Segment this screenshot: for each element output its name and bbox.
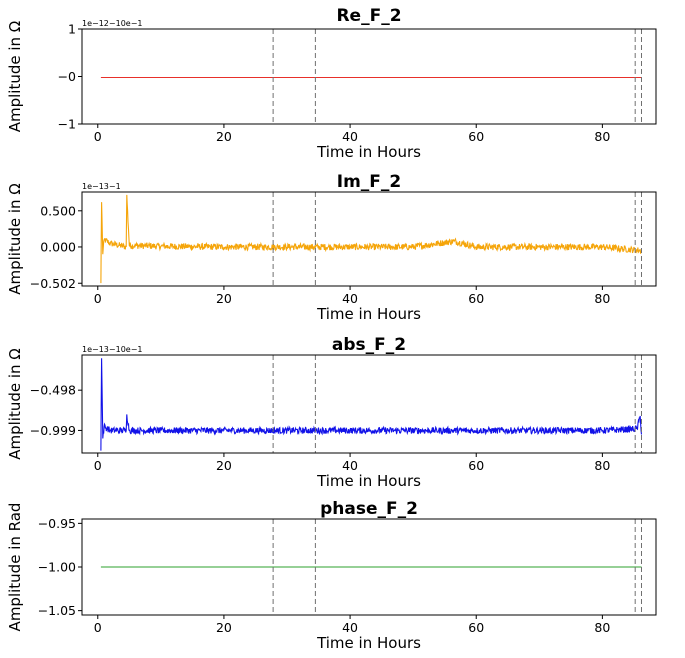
axes-frame bbox=[81, 354, 657, 454]
axes-frame bbox=[81, 191, 657, 287]
y-tick-label: 0.000 bbox=[40, 239, 76, 254]
x-tick-label: 60 bbox=[468, 291, 484, 306]
y-tick-label: −1.00 bbox=[38, 560, 76, 575]
y-tick-label: −0.502 bbox=[30, 276, 76, 291]
plot-area bbox=[100, 358, 643, 451]
x-tick-label: 80 bbox=[594, 291, 610, 306]
y-tick-label: 1 bbox=[68, 22, 76, 37]
y-tick-label: −1 bbox=[58, 117, 76, 132]
x-tick-label: 0 bbox=[94, 458, 102, 473]
x-tick-label: 40 bbox=[342, 620, 358, 635]
panel-im-f-2: Im_F_2 Time in Hours Amplitude in Ω 1e−1… bbox=[6, 172, 657, 323]
series-line bbox=[100, 358, 643, 451]
x-tick-label: 80 bbox=[594, 620, 610, 635]
y-offset-text: 1e−12−10e−1 bbox=[82, 19, 143, 28]
y-tick-label: −0.498 bbox=[30, 383, 76, 398]
x-axis-label: Time in Hours bbox=[316, 143, 421, 161]
y-tick-label: 0.500 bbox=[40, 203, 76, 218]
y-tick-label: −0.999 bbox=[30, 423, 76, 438]
x-tick-label: 20 bbox=[216, 129, 232, 144]
x-axis-label: Time in Hours bbox=[316, 305, 421, 323]
y-offset-text: 1e−13−10e−1 bbox=[82, 345, 143, 354]
x-tick-label: 60 bbox=[468, 620, 484, 635]
x-tick-label: 0 bbox=[94, 620, 102, 635]
panel-abs-f-2: abs_F_2 Time in Hours Amplitude in Ω 1e−… bbox=[6, 335, 657, 490]
plot-area bbox=[100, 194, 643, 284]
axes-frame bbox=[81, 28, 657, 125]
x-tick-label: 20 bbox=[216, 458, 232, 473]
panel-phase-f-2: phase_F_2 Time in Hours Amplitude in Rad… bbox=[6, 499, 657, 652]
chart-title: Im_F_2 bbox=[337, 172, 401, 192]
x-tick-label: 60 bbox=[468, 129, 484, 144]
x-tick-label: 20 bbox=[216, 620, 232, 635]
y-axis-label: Amplitude in Ω bbox=[6, 21, 24, 133]
x-tick-label: 60 bbox=[468, 458, 484, 473]
x-tick-label: 40 bbox=[342, 458, 358, 473]
chart-title: Re_F_2 bbox=[336, 6, 401, 26]
chart-title: abs_F_2 bbox=[332, 335, 406, 355]
y-axis-label: Amplitude in Ω bbox=[6, 183, 24, 295]
x-tick-label: 0 bbox=[94, 129, 102, 144]
series-line bbox=[100, 194, 643, 284]
y-axis-label: Amplitude in Ω bbox=[6, 348, 24, 460]
y-tick-label: −0.95 bbox=[38, 516, 76, 531]
x-axis-label: Time in Hours bbox=[316, 472, 421, 490]
x-tick-label: 80 bbox=[594, 129, 610, 144]
x-axis-label: Time in Hours bbox=[316, 634, 421, 652]
x-tick-label: 40 bbox=[342, 291, 358, 306]
y-axis-label: Amplitude in Rad bbox=[6, 503, 24, 632]
x-tick-label: 80 bbox=[594, 458, 610, 473]
panel-re-f-2: Re_F_2 Time in Hours Amplitude in Ω 1e−1… bbox=[6, 6, 657, 161]
x-tick-label: 40 bbox=[342, 129, 358, 144]
x-tick-label: 0 bbox=[94, 291, 102, 306]
x-tick-label: 20 bbox=[216, 291, 232, 306]
y-tick-label: −0 bbox=[58, 69, 76, 84]
chart-title: phase_F_2 bbox=[320, 499, 418, 519]
y-tick-label: −1.05 bbox=[38, 603, 76, 618]
y-offset-text: 1e−13−1 bbox=[82, 182, 121, 191]
